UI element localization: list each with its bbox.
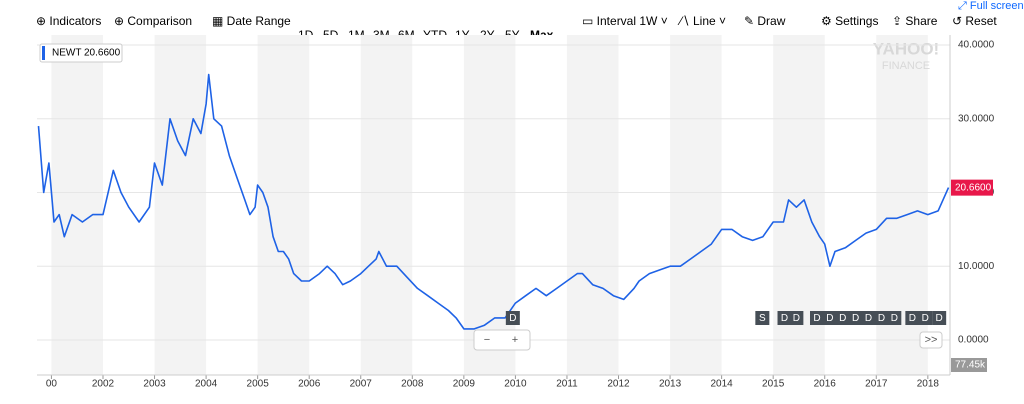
label: Settings: [835, 14, 879, 28]
y-tick-label: 10.0000: [958, 261, 995, 272]
event-label: D: [936, 313, 943, 324]
label: Indicators: [49, 14, 102, 28]
label: Comparison: [127, 14, 193, 28]
line-button[interactable]: ⁄∖ Line ˅: [680, 14, 727, 28]
year-band: [360, 35, 413, 375]
x-tick-label: 2013: [659, 379, 682, 390]
y-tick-label: 0.0000: [958, 335, 989, 346]
event-marker: [848, 311, 863, 325]
event-label: D: [793, 313, 800, 324]
x-tick-label: 2011: [556, 379, 578, 390]
legend: [39, 43, 123, 63]
comparison-button[interactable]: ⊕ Comparison: [114, 14, 193, 28]
year-band: [566, 35, 619, 375]
x-tick-label: 2014: [710, 379, 733, 390]
scroll-button[interactable]: [919, 331, 943, 349]
x-tick-label: 2016: [814, 379, 837, 390]
x-tick-label: 2009: [453, 379, 476, 390]
label: Reset: [965, 14, 997, 28]
legend-value: 20.6600: [84, 48, 121, 59]
event-marker: [809, 311, 824, 325]
event-label: D: [781, 313, 788, 324]
price-badge-label: 20.6600: [955, 182, 992, 193]
price-badge: [951, 179, 993, 196]
event-marker: [918, 311, 933, 325]
indicators-button[interactable]: ⊕ Indicators: [36, 14, 102, 28]
x-tick-label: 2010: [504, 379, 527, 390]
draw-button[interactable]: ✎ Draw: [744, 14, 786, 28]
y-tick-label: 30.0000: [958, 113, 995, 124]
event-marker: [932, 311, 947, 325]
full-screen-button[interactable]: ⤢ Full screen: [958, 0, 1024, 12]
event-label: D: [826, 313, 833, 324]
event-marker: [822, 311, 837, 325]
legend-name: NEWT: [52, 48, 81, 59]
label: Full screen: [969, 0, 1024, 12]
x-tick-label: 2015: [762, 379, 785, 390]
interval-button[interactable]: ▭ Interval 1W ˅: [582, 14, 668, 28]
event-label: D: [852, 313, 859, 324]
x-tick-label: 2018: [917, 379, 940, 390]
event-label: S: [759, 313, 766, 324]
volume-label: 77.45k: [955, 360, 986, 371]
year-band: [154, 35, 207, 375]
volume-badge: [951, 358, 987, 372]
watermark: YAHOO!: [873, 39, 939, 58]
x-tick-label: 2006: [298, 379, 321, 390]
label: Interval: [596, 14, 637, 28]
event-label: D: [922, 313, 929, 324]
event-label: D: [878, 313, 885, 324]
zoom-controls: − + >>: [473, 329, 943, 351]
event-marker: [887, 311, 902, 325]
event-label: D: [909, 313, 916, 324]
label: Draw: [757, 14, 786, 28]
date-range-button[interactable]: ▦ Date Range: [212, 14, 291, 28]
event-marker: [505, 311, 520, 325]
reset-button[interactable]: ↺ Reset: [952, 14, 997, 28]
x-tick-label: 2012: [607, 379, 630, 390]
x-tick-label: 2017: [865, 379, 888, 390]
legend-swatch: [42, 46, 45, 60]
x-tick-label: 2002: [92, 379, 115, 390]
share-button[interactable]: ⇪ Share: [892, 14, 938, 28]
zoom-out[interactable]: −: [484, 334, 490, 346]
event-label: D: [865, 313, 872, 324]
event-label: D: [509, 313, 516, 324]
year-band: [257, 35, 310, 375]
x-tick-label: 2007: [350, 379, 373, 390]
year-band: [670, 35, 722, 375]
event-label: D: [891, 313, 898, 324]
label: Line: [692, 14, 716, 28]
label: Share: [905, 14, 938, 28]
x-tick-label: 2005: [247, 379, 270, 390]
x-tick-label: 00: [46, 379, 58, 390]
event-marker: [755, 311, 770, 325]
zoom-box: [473, 329, 531, 351]
event-marker: [874, 311, 889, 325]
event-marker: [905, 311, 920, 325]
scroll-icon: >>: [925, 334, 938, 346]
x-tick-label: 2003: [143, 379, 166, 390]
event-marker: [835, 311, 850, 325]
event-marker: [861, 311, 876, 325]
watermark: FINANCE: [882, 60, 930, 72]
price-line: [37, 73, 950, 330]
x-tick-label: 2004: [195, 379, 218, 390]
value: 1W: [639, 14, 658, 28]
y-tick-label: 40.0000: [958, 40, 995, 51]
label: Date Range: [226, 14, 291, 28]
year-band: [51, 35, 103, 375]
event-label: D: [839, 313, 846, 324]
x-tick-label: 2008: [401, 379, 424, 390]
settings-button[interactable]: ⚙ Settings: [821, 14, 879, 28]
event-marker: [789, 311, 804, 325]
event-marker: [777, 311, 792, 325]
zoom-in[interactable]: +: [512, 334, 518, 346]
event-label: D: [813, 313, 820, 324]
